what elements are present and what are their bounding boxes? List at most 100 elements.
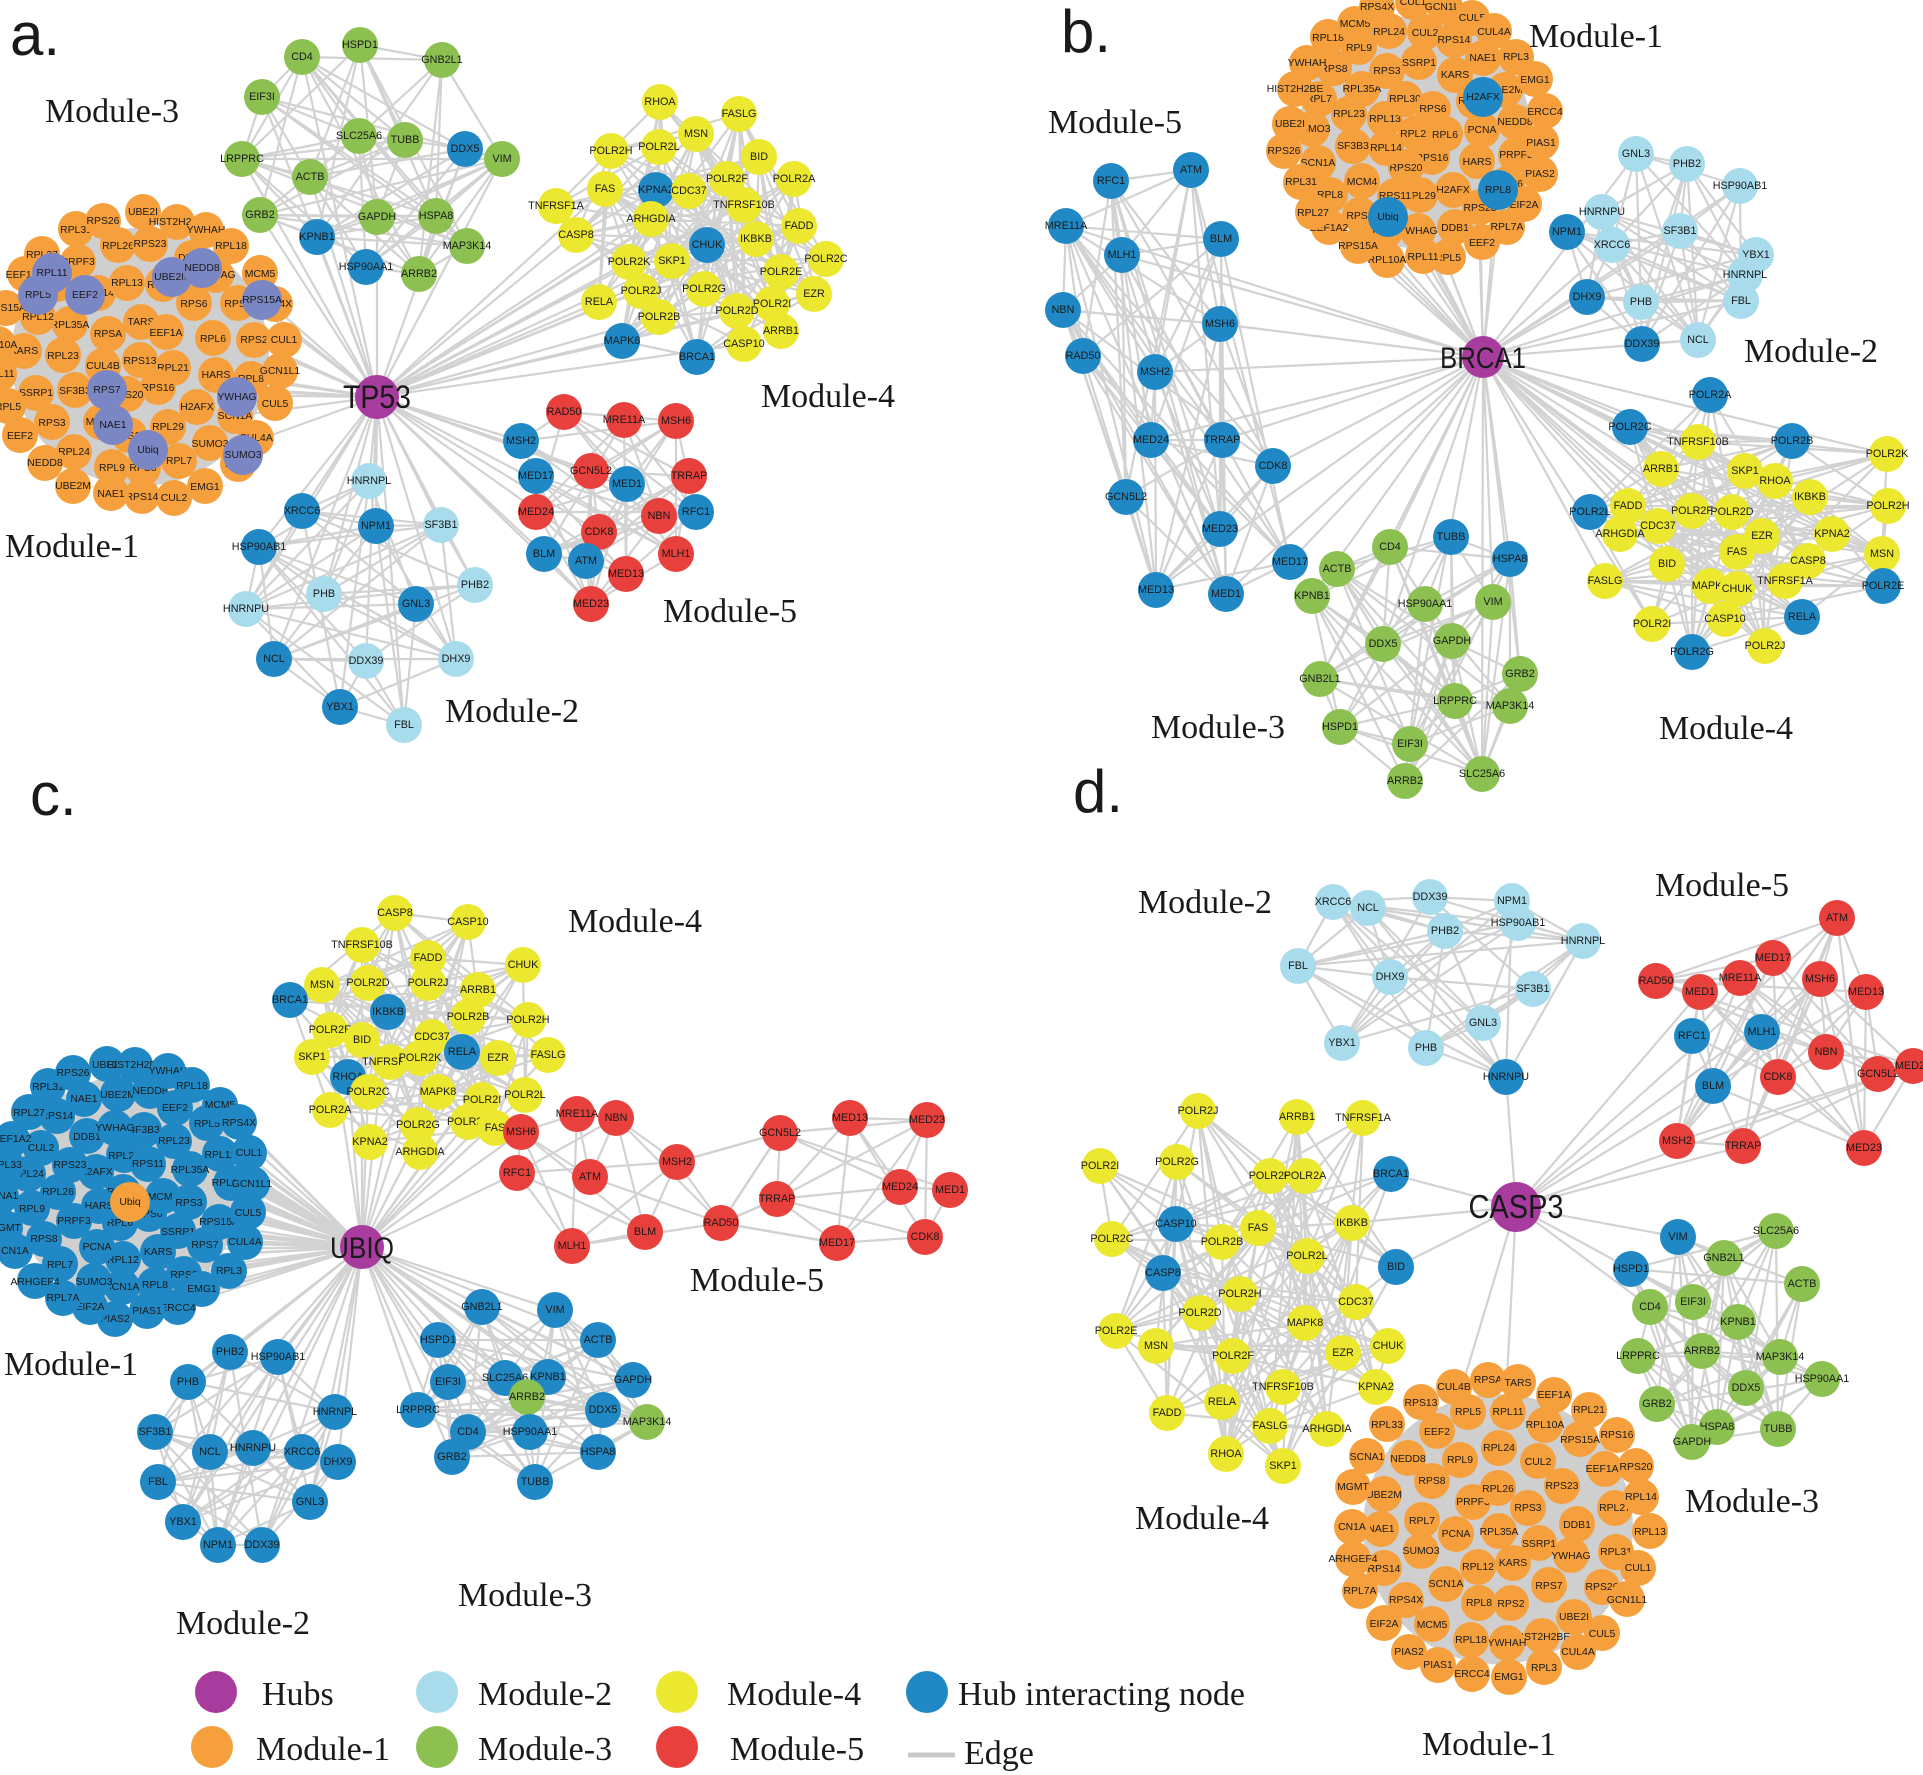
svg-text:CDK8: CDK8 [911,1231,940,1243]
svg-text:RPL8: RPL8 [238,374,264,385]
svg-text:RPL7: RPL7 [47,1260,73,1271]
svg-text:MCM4: MCM4 [148,1192,179,1203]
svg-text:DHX9: DHX9 [442,653,471,665]
svg-text:TRRAP: TRRAP [1725,1140,1762,1152]
svg-text:RPL10A: RPL10A [1368,255,1407,266]
svg-text:PHB2: PHB2 [1673,158,1701,170]
svg-text:GNL3: GNL3 [1469,1017,1497,1029]
svg-text:MCM5: MCM5 [245,269,276,280]
svg-text:HIST2H2BE: HIST2H2BE [1514,1632,1571,1643]
svg-text:RPS6: RPS6 [135,1209,162,1220]
svg-text:RPS15A: RPS15A [242,295,282,306]
svg-text:MSH2: MSH2 [506,435,536,447]
svg-text:POLR2A: POLR2A [773,173,816,185]
svg-text:MED23: MED23 [909,1114,945,1126]
svg-text:MSH6: MSH6 [661,415,691,427]
svg-text:c.: c. [30,761,77,828]
svg-text:SSRP1: SSRP1 [1402,58,1436,69]
svg-text:POLR2L: POLR2L [1286,1250,1327,1262]
svg-text:SKP1: SKP1 [1731,465,1759,477]
svg-text:PHB: PHB [1630,296,1652,308]
svg-text:Module-2: Module-2 [176,1605,310,1642]
svg-text:YWHAG: YWHAG [1551,1551,1590,1562]
svg-text:RPL24: RPL24 [58,447,90,458]
svg-text:TNFRSF10B: TNFRSF10B [1667,436,1729,448]
svg-text:CUL4B: CUL4B [86,361,120,372]
svg-text:EZR: EZR [803,288,825,300]
svg-text:TNFRSF1A: TNFRSF1A [528,200,585,212]
svg-text:POLR2C: POLR2C [1608,421,1651,433]
svg-text:POLR2L: POLR2L [1569,506,1610,518]
svg-text:MGMT: MGMT [0,1223,22,1234]
svg-text:NBN: NBN [1052,304,1075,316]
svg-text:DDX39: DDX39 [1625,338,1660,350]
svg-text:MSH2: MSH2 [1662,1135,1692,1147]
svg-text:IKBKB: IKBKB [740,233,772,245]
svg-text:TUBB: TUBB [1764,1423,1793,1435]
svg-text:RPS2: RPS2 [1497,1599,1524,1610]
svg-text:RPL13: RPL13 [1369,114,1401,125]
svg-text:RPL31: RPL31 [1600,1547,1632,1558]
svg-text:NAE1: NAE1 [70,1094,97,1105]
svg-text:HARS: HARS [1463,157,1492,168]
svg-text:EEF1A2: EEF1A2 [1586,1464,1625,1475]
svg-text:RPL29: RPL29 [1404,191,1436,202]
svg-text:LRPPRC: LRPPRC [1433,695,1477,707]
svg-text:Module-2: Module-2 [478,1676,612,1713]
svg-text:POLR2L: POLR2L [504,1089,545,1101]
svg-text:EIF2A: EIF2A [1370,1619,1399,1630]
svg-text:CHUK: CHUK [692,239,723,251]
svg-text:HNRNPL: HNRNPL [1561,935,1605,947]
svg-text:Module-2: Module-2 [1138,884,1272,921]
svg-text:RPS14: RPS14 [1438,35,1471,46]
svg-text:PCNA: PCNA [83,1242,112,1253]
svg-text:RFC1: RFC1 [1097,175,1125,187]
svg-text:BRCA1: BRCA1 [272,994,308,1006]
svg-text:GAPDH: GAPDH [1433,635,1471,647]
svg-text:NPM1: NPM1 [361,520,391,532]
svg-text:NPM1: NPM1 [1497,895,1527,907]
svg-text:SCNA1: SCNA1 [1350,1452,1385,1463]
svg-text:ARRB1: ARRB1 [1643,463,1679,475]
svg-text:H2AFX: H2AFX [79,1167,113,1178]
svg-text:RPS6: RPS6 [180,299,207,310]
svg-text:MED1: MED1 [1211,588,1241,600]
svg-text:RPL26: RPL26 [102,241,134,252]
svg-text:MCM4: MCM4 [1347,177,1378,188]
svg-text:XRCC6: XRCC6 [1594,239,1631,251]
svg-text:RPS15A: RPS15A [1560,1435,1600,1446]
svg-text:MED17: MED17 [1272,556,1308,568]
svg-text:CASP8: CASP8 [1790,555,1825,567]
svg-text:RPL35A: RPL35A [51,320,90,331]
svg-text:CDC37: CDC37 [671,185,706,197]
svg-text:MRE11A: MRE11A [603,414,646,426]
svg-text:EEF2: EEF2 [72,290,98,301]
svg-text:Edge: Edge [964,1735,1034,1772]
svg-text:RPL18: RPL18 [1312,33,1344,44]
svg-text:YWHAG: YWHAG [1398,226,1437,237]
svg-text:PHB: PHB [1415,1042,1437,1054]
svg-text:YBX1: YBX1 [326,701,354,713]
svg-text:HSP90AB1: HSP90AB1 [251,1351,306,1363]
svg-text:RPL35A: RPL35A [171,1165,210,1176]
svg-text:Module-5: Module-5 [730,1731,864,1768]
svg-text:XRCC6: XRCC6 [284,1446,321,1458]
svg-text:RPL29: RPL29 [108,1151,140,1162]
svg-text:TUBB: TUBB [391,134,420,146]
svg-text:BID: BID [1387,1261,1405,1273]
svg-text:MSH2: MSH2 [1140,366,1170,378]
svg-text:RHOA: RHOA [1759,475,1791,487]
svg-text:TNFRSF1A: TNFRSF1A [1335,1112,1392,1124]
svg-text:CUL4A: CUL4A [228,1237,262,1248]
svg-text:RPS11: RPS11 [1379,191,1411,202]
svg-text:CUL1: CUL1 [271,335,298,346]
svg-text:GCN1L1: GCN1L1 [232,1179,273,1190]
svg-text:FASLG: FASLG [531,1049,566,1061]
svg-text:BLM: BLM [634,1226,656,1238]
svg-text:HNRNPU: HNRNPU [1579,206,1625,218]
svg-text:Module-2: Module-2 [445,693,579,730]
svg-text:PRPF3: PRPF3 [1456,1497,1490,1508]
svg-text:CASP8: CASP8 [558,229,593,241]
svg-text:CASP10: CASP10 [1704,613,1745,625]
svg-text:RPS23: RPS23 [1464,203,1497,214]
